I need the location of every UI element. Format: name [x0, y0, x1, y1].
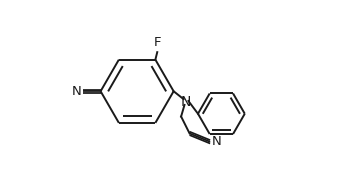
Text: N: N: [212, 135, 221, 148]
Text: F: F: [153, 36, 161, 49]
Text: N: N: [72, 85, 81, 98]
Text: N: N: [181, 95, 191, 108]
